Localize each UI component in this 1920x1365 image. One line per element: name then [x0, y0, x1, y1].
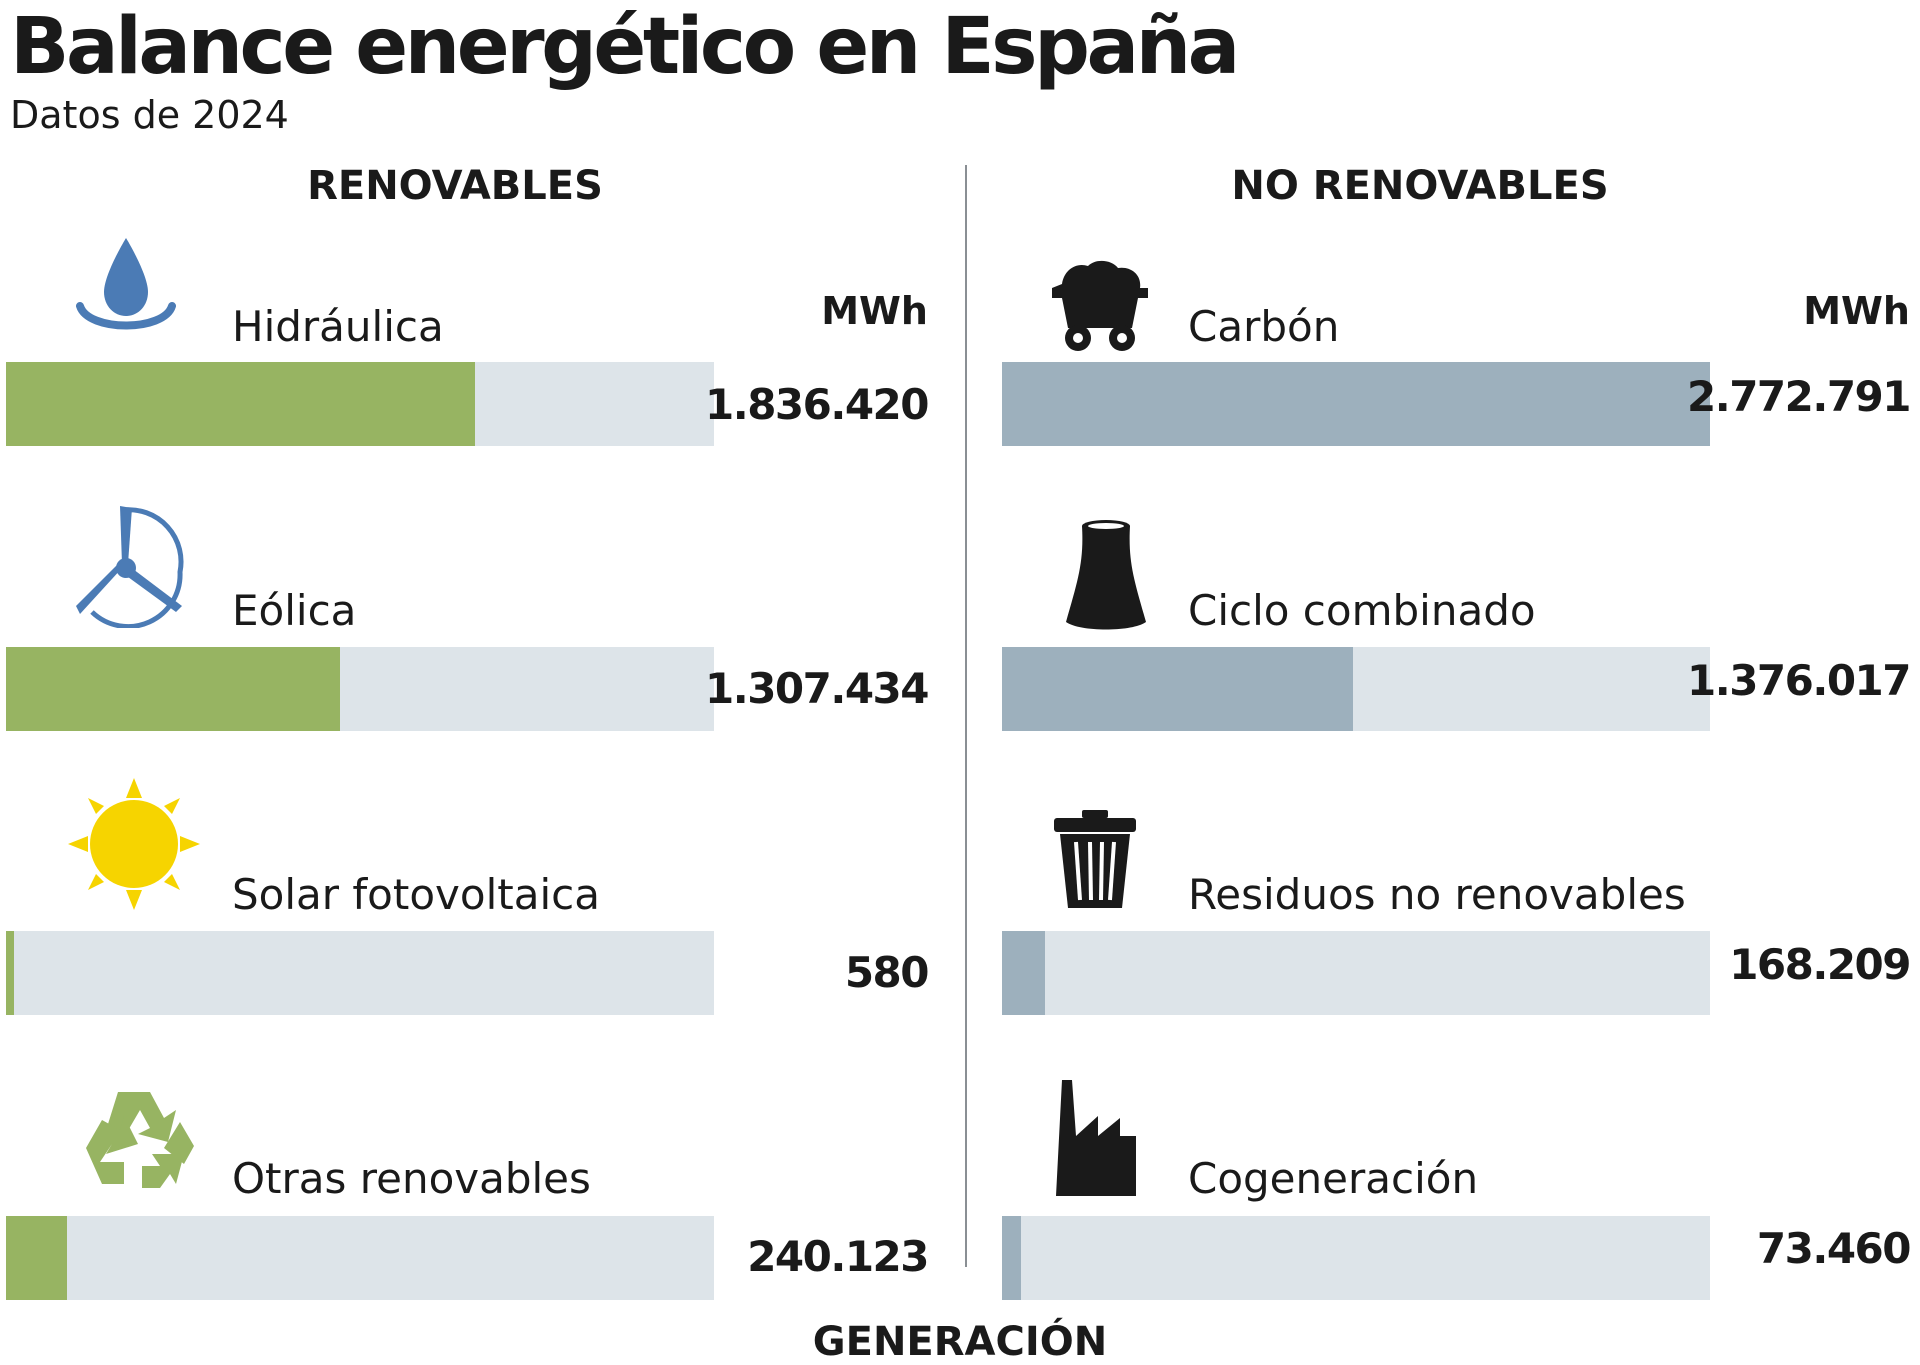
bar-hidraulica — [6, 362, 475, 446]
non-renewables-unit-label: MWh — [1803, 289, 1910, 333]
bar-track — [6, 1216, 714, 1300]
bar-carbon — [1002, 362, 1710, 446]
bar-eolica — [6, 647, 340, 731]
value-label: 580 — [844, 948, 930, 997]
value-label: 2.772.791 — [1687, 372, 1911, 421]
factory-icon — [1056, 1080, 1136, 1196]
bar-track — [1002, 931, 1710, 1015]
value-label: 1.307.434 — [705, 664, 929, 713]
bar-cogeneracion — [1002, 1216, 1021, 1300]
value-label: 240.123 — [747, 1232, 929, 1281]
category-label: Otras renovables — [232, 1154, 591, 1203]
bar-residuos-no-renovables — [1002, 931, 1045, 1015]
chart-subtitle: Datos de 2024 — [10, 93, 289, 137]
category-label: Carbón — [1188, 302, 1340, 351]
trash-bin-icon — [1054, 810, 1136, 908]
category-label: Ciclo combinado — [1188, 586, 1536, 635]
coal-cart-icon — [1052, 260, 1148, 351]
wind-turbine-icon — [76, 506, 184, 628]
value-label: 73.460 — [1756, 1224, 1912, 1273]
value-label: 1.836.420 — [705, 380, 929, 429]
bar-ciclo-combinado — [1002, 647, 1354, 731]
cooling-tower-icon — [1066, 520, 1146, 630]
bar-track — [6, 647, 714, 731]
chart-title: Balance energético en España — [10, 2, 1240, 92]
sun-icon — [68, 778, 200, 910]
value-label: 168.209 — [1729, 940, 1911, 989]
category-label: Hidráulica — [232, 302, 444, 351]
recycle-icon — [86, 1092, 194, 1188]
bar-solar-fotovoltaica — [6, 931, 14, 1015]
bar-otras-renovables — [6, 1216, 68, 1300]
column-divider — [965, 165, 967, 1267]
renewables-unit-label: MWh — [821, 289, 928, 333]
section-heading-partial: GENERACIÓN — [812, 1319, 1108, 1365]
non-renewables-heading: NO RENOVABLES — [1231, 163, 1609, 209]
bar-track — [1002, 647, 1710, 731]
category-label: Cogeneración — [1188, 1154, 1479, 1203]
bar-track — [6, 362, 714, 446]
bar-track — [6, 931, 714, 1015]
renewables-heading: RENOVABLES — [307, 163, 603, 209]
bar-track — [1002, 1216, 1710, 1300]
category-label: Eólica — [232, 586, 357, 635]
water-drop-icon — [76, 238, 176, 330]
category-label: Residuos no renovables — [1188, 870, 1686, 919]
category-label: Solar fotovoltaica — [232, 870, 600, 919]
value-label: 1.376.017 — [1687, 656, 1911, 705]
bar-track — [1002, 362, 1710, 446]
